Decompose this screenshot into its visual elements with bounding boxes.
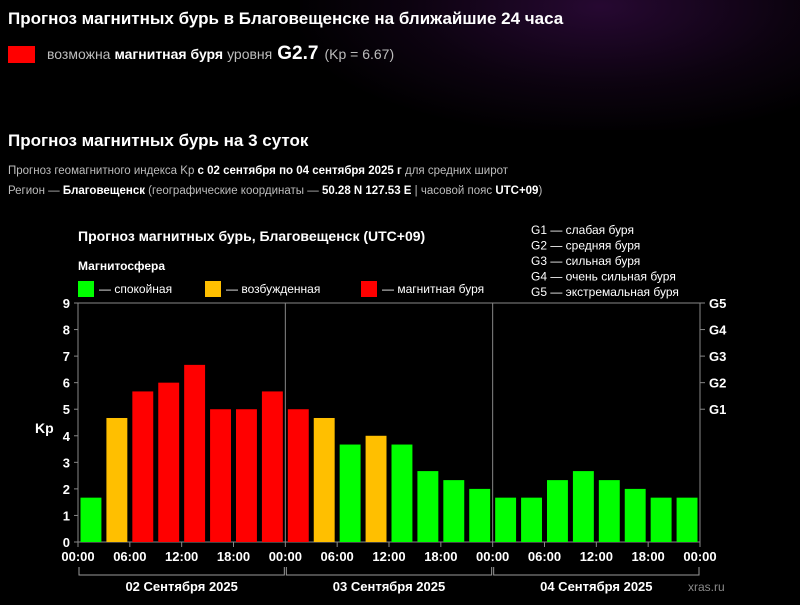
g-scale-label: G1 — слабая буря [531, 223, 634, 237]
g-tick-label: G2 [709, 376, 726, 391]
y-tick-label: 4 [63, 429, 71, 444]
kp-bar [624, 488, 646, 542]
region-prefix: Регион — [8, 185, 60, 197]
chart-title: Прогноз магнитных бурь, Благовещенск (UT… [78, 228, 425, 244]
kp-bar-chart: Прогноз магнитных бурь, Благовещенск (UT… [35, 223, 727, 594]
x-tick-label: 00:00 [61, 549, 94, 564]
x-tick-label: 00:00 [683, 549, 716, 564]
g-scale-label: G4 — очень сильная буря [531, 270, 676, 284]
y-tick-label: 0 [63, 535, 70, 550]
y-tick-label: 3 [63, 455, 70, 470]
x-tick-label: 00:00 [269, 549, 302, 564]
status-prefix: возможна [47, 46, 111, 62]
period-prefix: Прогноз геомагнитного индекса Kp [8, 165, 195, 177]
g-tick-label: G5 [709, 296, 726, 311]
y-tick-label: 8 [63, 323, 70, 338]
g-scale-label: G2 — средняя буря [531, 239, 640, 253]
day-label: 02 Сентября 2025 [125, 579, 237, 594]
page-title: Прогноз магнитных бурь в Благовещенске н… [8, 9, 564, 28]
kp-bar [521, 497, 542, 542]
status-level: G2.7 [277, 43, 319, 64]
kp-bar [339, 444, 361, 542]
g-scale-label: G5 — экстремальная буря [531, 285, 679, 299]
legend-swatch [205, 281, 221, 297]
y-tick-label: 7 [63, 349, 70, 364]
kp-bar [365, 435, 387, 542]
period-dates: с 02 сентября по 04 сентября 2025 г [197, 165, 402, 177]
kp-bar [443, 480, 465, 542]
y-tick-label: 9 [63, 296, 70, 311]
period-suffix: для средних широт [404, 165, 509, 177]
kp-bar [572, 471, 594, 542]
y-tick-label: 5 [63, 402, 70, 417]
x-tick-label: 12:00 [165, 549, 198, 564]
coords-label: (географические координаты — [148, 185, 319, 197]
x-tick-label: 06:00 [528, 549, 561, 564]
day-bracket [78, 567, 285, 576]
kp-bar [261, 391, 283, 542]
legend-swatch [78, 281, 94, 297]
storm-status: возможна магнитная буря уровня G2.7 (Kp … [8, 42, 394, 66]
legend-title: Магнитосфера [78, 259, 165, 273]
kp-bar [391, 444, 413, 542]
kp-bar [106, 417, 128, 542]
g-tick-label: G4 [709, 323, 727, 338]
x-tick-label: 12:00 [372, 549, 405, 564]
region-tz: UTC+09 [495, 185, 539, 197]
status-kind: магнитная буря [114, 46, 224, 62]
region-city: Благовещенск [62, 185, 145, 197]
kp-bar [650, 497, 672, 542]
y-tick-label: 6 [63, 376, 70, 391]
kp-bar [313, 417, 335, 542]
forecast-period-line: Прогноз геомагнитного индекса Kp с 02 се… [8, 165, 508, 177]
legend-label: — магнитная буря [382, 282, 484, 296]
kp-bar [495, 497, 517, 542]
x-tick-label: 18:00 [424, 549, 457, 564]
x-tick-label: 18:00 [217, 549, 250, 564]
x-tick-label: 00:00 [476, 549, 509, 564]
y-tick-label: 2 [63, 482, 70, 497]
day-label: 04 Сентября 2025 [540, 579, 652, 594]
day-label: 03 Сентября 2025 [333, 579, 445, 594]
x-tick-label: 18:00 [632, 549, 665, 564]
g-tick-label: G3 [709, 349, 726, 364]
kp-bar [158, 382, 180, 542]
y-tick-label: 1 [63, 508, 70, 523]
region-close: ) [538, 185, 543, 197]
forecast-title: Прогноз магнитных бурь на 3 суток [8, 131, 309, 150]
y-axis-label: Kp [35, 420, 54, 436]
kp-bar [184, 364, 206, 542]
kp-bar [676, 497, 698, 542]
plot-frame [77, 302, 701, 543]
kp-bar [80, 497, 102, 542]
kp-bar [210, 409, 231, 542]
legend-swatch [361, 281, 377, 297]
tz-label: | часовой пояс [414, 185, 493, 197]
status-level-label: уровня [227, 46, 273, 62]
g-scale-label: G3 — сильная буря [531, 254, 640, 268]
g-tick-label: G1 [709, 402, 726, 417]
legend-label: — спокойная [99, 282, 172, 296]
x-tick-label: 06:00 [321, 549, 354, 564]
region-line: Регион — Благовещенск (географические ко… [8, 185, 542, 197]
day-bracket [285, 567, 493, 576]
day-bracket [493, 567, 700, 576]
x-tick-label: 12:00 [580, 549, 613, 564]
kp-bar [417, 471, 439, 542]
kp-bar [547, 480, 568, 542]
status-kp: (Kp = 6.67) [324, 46, 395, 62]
kp-bar [236, 409, 257, 542]
watermark: xras.ru [688, 580, 725, 594]
legend-label: — возбужденная [226, 282, 320, 296]
kp-bar [287, 409, 309, 542]
kp-chart-panel: Прогноз магнитных бурь, Благовещенск (UT… [0, 210, 800, 605]
kp-bar [469, 488, 491, 542]
kp-bar [598, 480, 620, 542]
kp-bar [132, 391, 154, 542]
region-coords: 50.28 N 127.53 E [321, 185, 412, 197]
x-tick-label: 06:00 [113, 549, 146, 564]
status-color-swatch [8, 45, 35, 63]
